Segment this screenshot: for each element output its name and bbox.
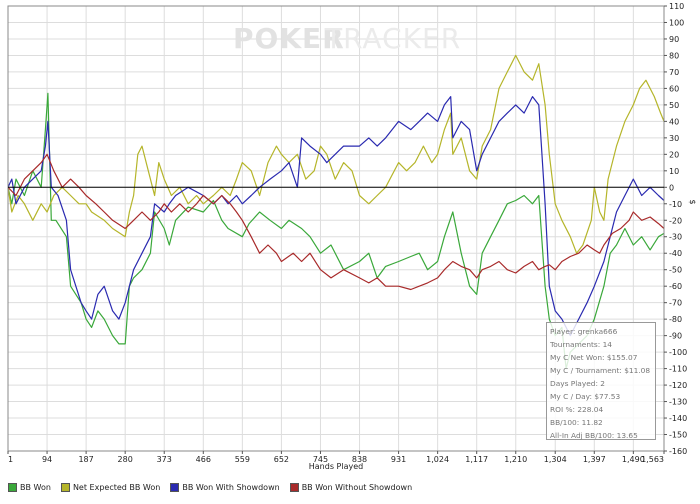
legend-label: BB Won With Showdown	[182, 482, 280, 492]
stat-bb-100: BB/100: 11.82	[550, 418, 603, 427]
x-tick-label: 94	[42, 455, 52, 464]
x-tick-label: 1,117	[465, 455, 488, 464]
x-tick-label: 1	[8, 455, 13, 464]
stat-allin-adj-bb-100: All-In Adj BB/100: 13.65	[550, 431, 638, 440]
y-tick-label: 90	[669, 35, 679, 44]
series-lines	[7, 54, 665, 370]
legend-swatch	[60, 482, 70, 492]
watermark-poker: POKER	[233, 22, 345, 55]
legend-item-bb-won[interactable]: BB Won	[8, 482, 51, 492]
y-tick-label: 80	[669, 51, 679, 60]
x-tick-label: 187	[78, 455, 93, 464]
y-tick-label: 60	[669, 84, 679, 93]
x-axis-ticks: 1 94 187 280 373 466 559 652 745 838 931 1,024 1,117…	[7, 451, 665, 464]
y-tick-label: -100	[669, 348, 687, 357]
y-tick-label: -150	[669, 431, 687, 440]
legend-swatch	[289, 482, 299, 492]
plot-frame	[7, 5, 665, 452]
stat-player: Player: grenka666	[550, 327, 618, 336]
x-tick-label: 838	[352, 455, 367, 464]
x-tick-label: 559	[235, 455, 250, 464]
y-tick-label: 110	[669, 2, 684, 11]
x-tick-label: 1,024	[426, 455, 449, 464]
x-tick-label: 1,210	[504, 455, 527, 464]
pokertracker-watermark: POKER TRACKER	[233, 22, 461, 55]
y-tick-label: 70	[669, 68, 679, 77]
legend-item-bb-won-with-showdown[interactable]: BB Won With Showdown	[170, 482, 280, 492]
x-tick-label: 745	[313, 455, 328, 464]
x-tick-label: 466	[196, 455, 211, 464]
y-tick-label: -70	[669, 299, 682, 308]
y-tick-label: 50	[669, 101, 679, 110]
legend-label: BB Won	[20, 482, 51, 492]
x-tick-label: 373	[157, 455, 172, 464]
legend: BB Won Net Expected BB Won BB Won With S…	[8, 480, 412, 494]
series-line-net-expected-bb-won	[7, 54, 665, 254]
x-axis-label: Hands Played	[309, 462, 363, 471]
stat-days-played: Days Played: 2	[550, 379, 605, 388]
y-axis-ticks: 1101009080706050403020100-10-20-30-40-50…	[664, 2, 687, 456]
legend-swatch	[170, 482, 180, 492]
y-tick-label: 20	[669, 150, 679, 159]
axes	[7, 5, 665, 452]
y-tick-label: -10	[669, 200, 682, 209]
y-tick-label: -130	[669, 398, 687, 407]
x-tick-label: 1,304	[544, 455, 567, 464]
stat-per-day: My C / Day: $77.53	[550, 392, 621, 401]
x-tick-label: 1,397	[583, 455, 606, 464]
stat-per-tournament: My C / Tournament: $11.08	[550, 366, 651, 375]
stat-tournaments: Tournaments: 14	[550, 340, 613, 349]
legend-label: BB Won Without Showdown	[301, 482, 413, 492]
legend-item-net-expected-bb-won[interactable]: Net Expected BB Won	[60, 482, 161, 492]
y-tick-label: 40	[669, 117, 679, 126]
x-tick-label: 1,563	[641, 455, 664, 464]
y-tick-label: 0	[669, 183, 674, 192]
watermark-tracker: TRACKER	[324, 22, 461, 55]
y-tick-label: -120	[669, 381, 687, 390]
y-axis-label: $	[688, 199, 697, 204]
y-tick-label: -80	[669, 315, 682, 324]
x-tick-label: 280	[118, 455, 133, 464]
legend-swatch	[8, 482, 17, 492]
y-tick-label: 100	[669, 18, 684, 27]
x-tick-label: 931	[391, 455, 406, 464]
y-tick-label: 30	[669, 134, 679, 143]
y-tick-label: -90	[669, 332, 682, 341]
x-tick-label: 1,490	[622, 455, 645, 464]
y-tick-label: -40	[669, 249, 682, 258]
series-line-bb-won-without-showdown	[7, 153, 665, 291]
stat-net-won: My C Net Won: $155.07	[550, 353, 638, 362]
y-tick-label: -110	[669, 365, 687, 374]
y-tick-label: -20	[669, 216, 682, 225]
legend-label: Net Expected BB Won	[72, 482, 161, 492]
legend-item-bb-won-without-showdown[interactable]: BB Won Without Showdown	[289, 482, 413, 492]
stat-roi: ROI %: 228.04	[550, 405, 604, 414]
y-tick-label: -160	[669, 447, 687, 456]
y-tick-label: -30	[669, 233, 682, 242]
y-tick-label: -60	[669, 282, 682, 291]
y-tick-label: 10	[669, 167, 679, 176]
y-tick-label: -140	[669, 414, 687, 423]
series-line-bb-won-with-showdown	[7, 96, 665, 337]
stats-overlay: Player: grenka666 Tournaments: 14 My C N…	[546, 322, 656, 440]
x-tick-label: 652	[274, 455, 289, 464]
y-tick-label: -50	[669, 266, 682, 275]
